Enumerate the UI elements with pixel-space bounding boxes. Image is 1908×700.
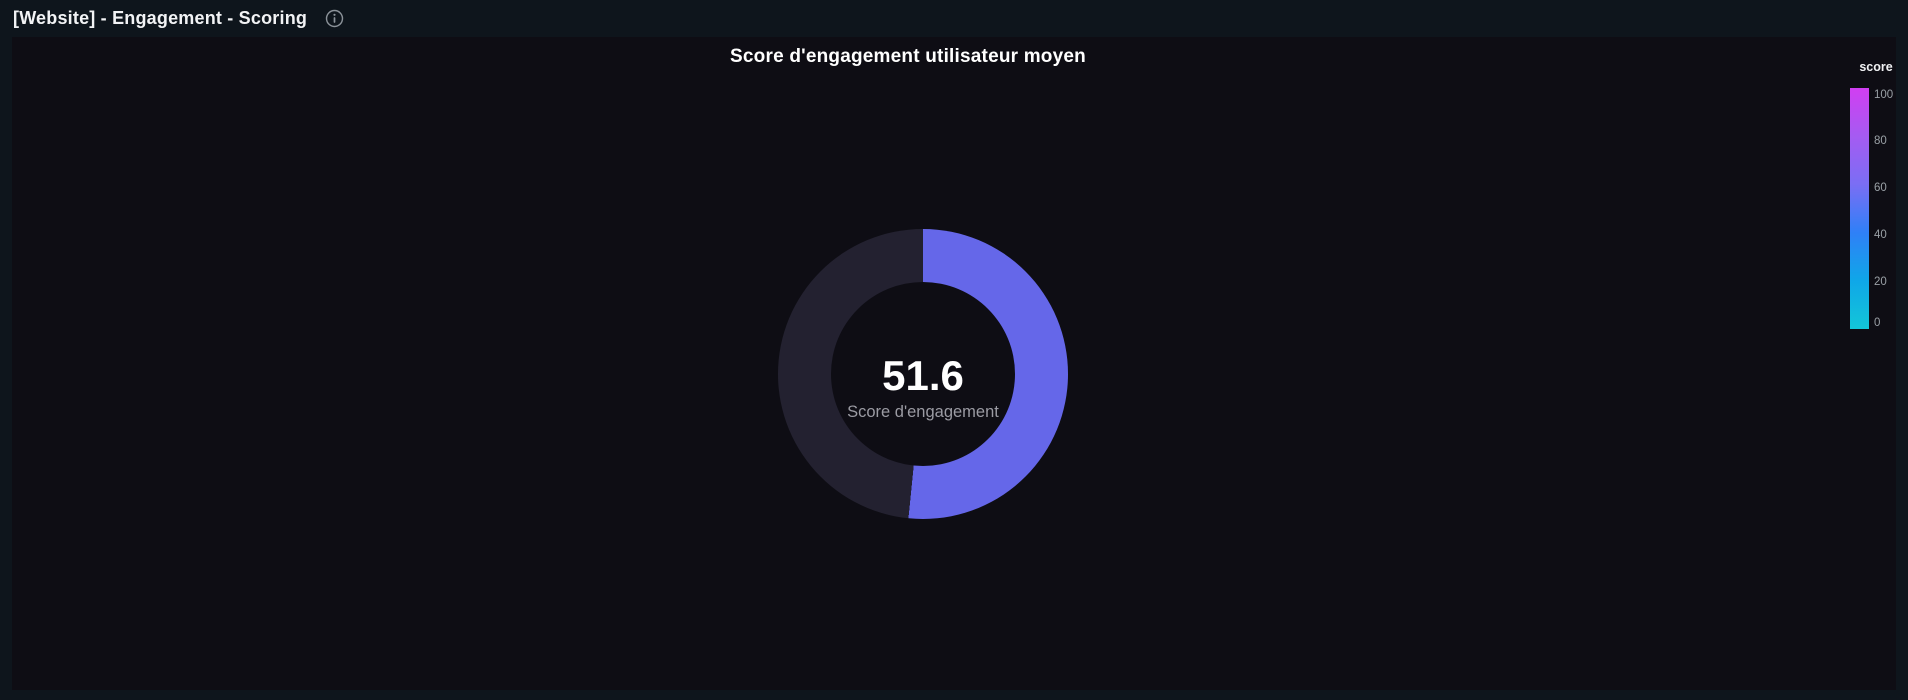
colorbar-tick: 40 [1874,229,1887,241]
colorbar-tick: 60 [1874,182,1887,194]
chart-canvas: Score d'engagement utilisateur moyen 51.… [12,37,1896,690]
donut-hole: 51.6 Score d'engagement [831,282,1015,466]
colorbar-gradient[interactable] [1850,88,1869,329]
colorbar-ticks: 100 80 60 40 20 0 [1874,88,1904,329]
colorbar-tick: 0 [1874,317,1881,329]
donut-chart[interactable]: 51.6 Score d'engagement [778,229,1068,519]
chart-title: Score d'engagement utilisateur moyen [730,46,1086,67]
panel-title: [Website] - Engagement - Scoring [13,8,308,28]
colorbar-tick: 100 [1874,89,1894,101]
colorbar-title: score [1859,60,1893,74]
colorbar-tick: 20 [1874,276,1887,288]
panel-header: [Website] - Engagement - Scoring [0,0,1908,37]
colorbar-tick: 80 [1874,135,1887,147]
gauge-value: 51.6 [882,352,964,399]
gauge-label: Score d'engagement [847,403,999,421]
info-icon[interactable] [325,9,344,28]
